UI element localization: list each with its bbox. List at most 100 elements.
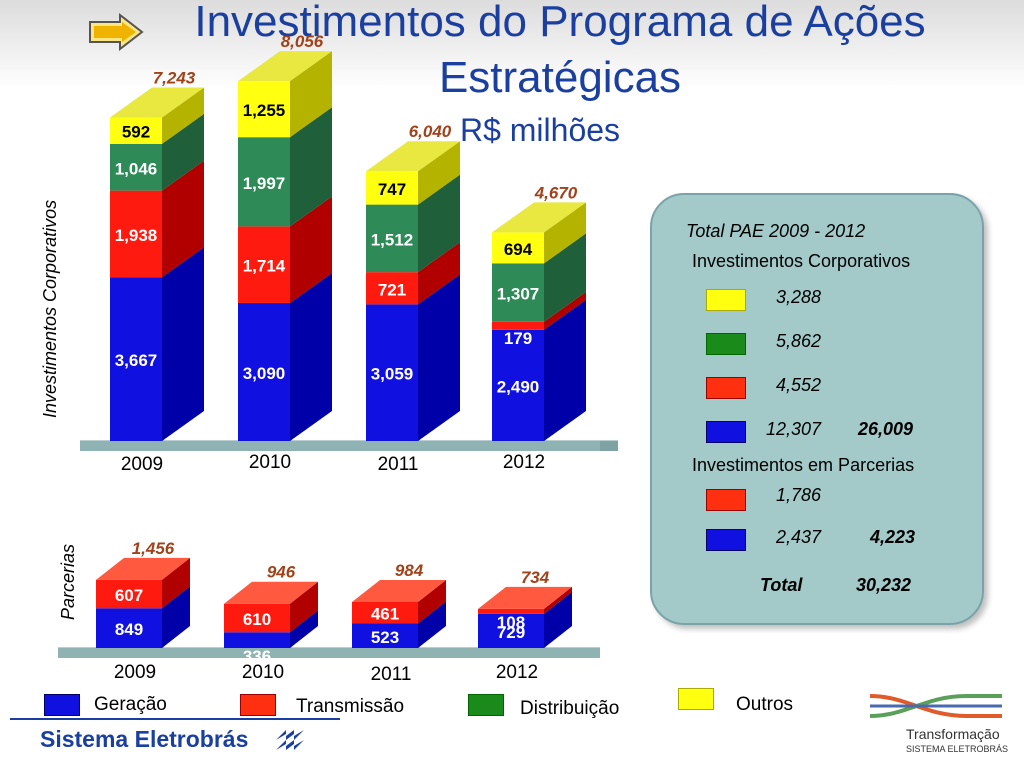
bar-segment (110, 117, 162, 144)
bar-segment (238, 226, 290, 303)
data-label: 729 (497, 623, 525, 642)
page-title-line2: Estratégicas (438, 53, 682, 102)
bar-segment-side (290, 107, 332, 227)
total-label: 4,670 (534, 183, 578, 202)
data-label: 607 (115, 586, 143, 605)
chart-floor-edge (600, 441, 618, 451)
total-label: 6,040 (409, 122, 452, 141)
panel-title: Total PAE 2009 - 2012 (686, 221, 866, 241)
footer-brand: Sistema Eletrobrás (40, 726, 249, 752)
bar-segment (352, 623, 418, 648)
data-label: 523 (371, 628, 399, 647)
data-label: 694 (504, 240, 533, 259)
data-label: 1,714 (243, 257, 286, 276)
swatch-distribuicao (706, 333, 746, 355)
eletrobras-logo-icon (276, 730, 304, 750)
data-label: 179 (504, 329, 532, 348)
bar-segment-side (418, 242, 460, 305)
total-label: 8,056 (281, 32, 324, 51)
data-label: 1,307 (497, 285, 540, 304)
panel-parc-heading: Investimentos em Parcerias (692, 455, 915, 475)
x-tick-label: 2012 (503, 452, 545, 473)
bar-segment-side (418, 274, 460, 441)
data-label: 3,090 (243, 364, 286, 383)
bar-segment (492, 329, 544, 441)
panel-parc-value: 2,437 (776, 527, 822, 547)
bar-segment-side (290, 196, 332, 303)
chart-floor-edge (58, 648, 600, 658)
x-tick-label: 2010 (249, 452, 291, 473)
bar-segment-side (290, 581, 318, 633)
bar-segment-side (544, 291, 586, 330)
data-label: 747 (378, 180, 406, 199)
bar-segment-side (290, 51, 332, 138)
data-label: 1,046 (115, 159, 158, 178)
x-tick-label: 2011 (371, 664, 412, 685)
data-label: 1,255 (243, 101, 286, 120)
bar-top (352, 579, 446, 602)
panel-corp-value: 4,552 (776, 375, 822, 395)
bar-segment-side (162, 586, 190, 648)
x-tick-label: 2010 (242, 662, 284, 683)
bar-segment (478, 608, 544, 614)
bar-segment (110, 190, 162, 278)
bar-top (366, 141, 460, 172)
data-label: 592 (122, 123, 150, 142)
bar-segment-side (162, 557, 190, 609)
arrow-right-icon (89, 12, 144, 52)
swatch-geracao (706, 421, 746, 443)
total-label: 7,243 (153, 68, 196, 87)
bar-segment (110, 277, 162, 441)
x-tick-label: 2012 (496, 662, 538, 683)
legend-swatch-outros (678, 688, 714, 710)
bar-segment (366, 304, 418, 441)
bar-segment-side (290, 272, 332, 441)
page-subtitle: R$ milhões (459, 112, 621, 148)
data-label: 721 (378, 280, 406, 299)
panel-corp-total: 26,009 (858, 419, 914, 439)
page-title: Investimentos do Programa de Ações (194, 0, 926, 46)
bar-segment (366, 204, 418, 273)
panel-corp-value: 5,862 (776, 331, 822, 351)
bar-segment-side (544, 233, 586, 322)
bar-segment (352, 601, 418, 624)
bar-segment (238, 81, 290, 138)
bar-segment-side (418, 141, 460, 205)
panel-parc-value: 1,786 (776, 485, 822, 505)
bar-segment (238, 302, 290, 441)
bar-segment (110, 143, 162, 191)
legend-distribuicao: Distribuição (520, 698, 620, 719)
data-label: 1,938 (115, 226, 158, 245)
swatch-transmissao (706, 489, 746, 511)
transformacao-logo (866, 686, 1006, 758)
bar-segment (366, 272, 418, 305)
panel-corp-heading: Investimentos Corporativos (692, 251, 911, 271)
data-label: 1,512 (371, 230, 414, 249)
data-label: 108 (497, 613, 525, 632)
x-tick-label: 2011 (378, 454, 419, 475)
bar-top (492, 202, 586, 233)
bar-segment (96, 579, 162, 609)
legend-swatch-geracao (44, 694, 80, 716)
bar-segment-side (162, 160, 204, 278)
legend-outros: Outros (736, 694, 794, 715)
legend-geracao: Geração (94, 694, 167, 715)
swatch-geracao (706, 529, 746, 551)
panel-parc-total: 4,223 (870, 527, 916, 547)
bar-segment-side (544, 586, 572, 614)
transformacao-logo-icon (869, 694, 1002, 718)
panel-total-label: Total (760, 575, 803, 595)
bar-top (224, 581, 318, 604)
bar-segment-side (418, 601, 446, 648)
chart-floor-edge (80, 441, 600, 451)
panel-total-value: 30,232 (856, 575, 912, 595)
logo-text: Transformação (906, 726, 1000, 742)
data-label: 336 (243, 647, 271, 666)
swatch-transmissao (706, 377, 746, 399)
bar-top (478, 586, 572, 609)
summary-panel: Total PAE 2009 - 2012 Investimentos Corp… (650, 193, 984, 625)
bar-segment-side (290, 610, 318, 648)
legend-swatch-transmissao (240, 694, 276, 716)
data-label: 461 (371, 605, 399, 624)
